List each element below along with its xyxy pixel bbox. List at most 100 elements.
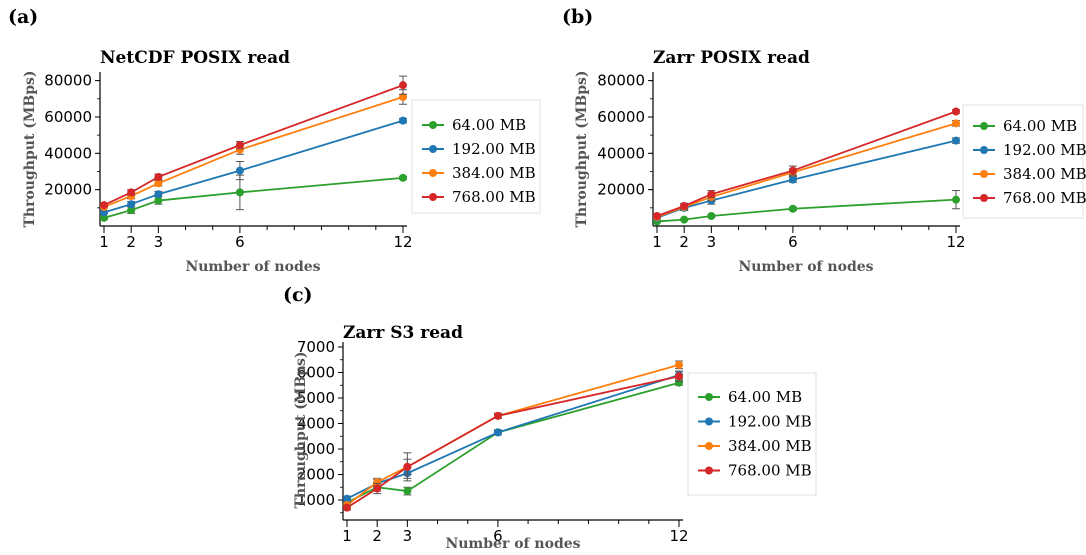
data-point (952, 136, 960, 145)
data-point (952, 195, 960, 204)
legend-label: 768.00 MB (452, 188, 536, 206)
legend-swatch-marker (429, 193, 437, 201)
legend-swatch-marker (980, 122, 988, 130)
y-tick-label: 20000 (597, 181, 645, 199)
legend-swatch-marker (429, 169, 437, 177)
y-axis-label: Throughput (MBps) (22, 70, 38, 227)
y-tick-label: 80000 (597, 72, 645, 90)
data-point (373, 484, 382, 493)
legend-swatch-marker (980, 170, 988, 178)
legend-label: 64.00 MB (1003, 117, 1077, 135)
chart-panel-1: (a) NetCDF POSIX read 20000 40000 60000 80000… (8, 6, 541, 275)
legend-label: 192.00 MB (452, 140, 536, 158)
data-point (680, 215, 689, 224)
x-tick-label: 6 (493, 527, 503, 545)
series-192-00-mb (653, 136, 960, 222)
x-tick-label: 1 (99, 233, 109, 251)
x-axis-label: Number of nodes (185, 259, 320, 275)
x-tick-label: 1 (652, 233, 662, 251)
data-point (403, 462, 412, 471)
legend-swatch-marker (705, 417, 713, 426)
data-point (675, 378, 683, 387)
legend-label: 384.00 MB (1003, 165, 1086, 183)
data-point (235, 188, 244, 197)
y-axis-label: Throughput (MBps) (574, 70, 590, 227)
data-point (788, 204, 797, 213)
data-point (653, 212, 661, 221)
chart-panel-2: (b) Zarr POSIX read 20000 40000 60000 80000 1 2… (562, 6, 1086, 275)
data-point (127, 200, 136, 209)
data-point (343, 503, 351, 512)
data-point (788, 175, 797, 184)
legend-swatch-marker (705, 393, 713, 401)
panel-letter: (a) (8, 6, 38, 28)
series-384-00-mb (653, 119, 960, 221)
y-tick-label: 1000 (297, 491, 335, 509)
y-tick-label: 60000 (44, 108, 92, 126)
x-tick-label: 1 (342, 527, 352, 545)
x-tick-label: 12 (946, 233, 965, 251)
x-tick-label: 12 (393, 233, 412, 251)
legend-swatch-marker (429, 121, 437, 129)
data-point (680, 202, 689, 211)
y-tick-label: 7000 (297, 338, 335, 356)
data-point (399, 92, 407, 101)
data-point (788, 166, 797, 175)
data-point (675, 360, 683, 369)
series-line (656, 139, 957, 219)
chart-title: Zarr S3 read (343, 323, 463, 343)
x-tick-label: 12 (669, 527, 688, 545)
data-point (154, 172, 163, 181)
x-tick-label: 3 (403, 527, 413, 545)
chart-title: NetCDF POSIX read (100, 48, 290, 68)
series-64-00-mb (343, 378, 683, 507)
data-point (154, 190, 163, 199)
legend-swatch-marker (705, 442, 713, 450)
data-point (403, 487, 412, 496)
panel-letter: (c) (283, 284, 313, 306)
y-tick-label: 2000 (297, 466, 335, 484)
series-line (103, 119, 404, 214)
legend-label: 768.00 MB (1003, 189, 1086, 207)
legend-label: 192.00 MB (1003, 141, 1086, 159)
series-384-00-mb (100, 89, 407, 211)
legend-swatch-marker (705, 466, 713, 475)
legend-box (411, 99, 541, 214)
data-point (952, 119, 960, 128)
series-768-00-mb (100, 75, 407, 210)
legend-label: 64.00 MB (452, 116, 526, 134)
y-tick-label: 3000 (297, 440, 335, 458)
data-point (675, 372, 683, 381)
data-point (235, 166, 244, 175)
panel-letter: (b) (562, 6, 593, 28)
data-point (100, 201, 108, 210)
legend-swatch-marker (429, 145, 437, 153)
legend: 64.00 MB 192.00 MB 384.00 MB 768.00 MB (962, 104, 1086, 219)
series-192-00-mb (343, 370, 683, 503)
data-point (707, 190, 716, 199)
y-tick-label: 80000 (44, 72, 92, 90)
series-line (346, 374, 680, 500)
y-tick-label: 60000 (597, 108, 645, 126)
series-384-00-mb (343, 360, 683, 510)
y-tick-label: 4000 (297, 415, 335, 433)
x-tick-label: 3 (707, 233, 717, 251)
data-point (127, 206, 136, 215)
x-tick-label: 2 (679, 233, 689, 251)
legend-swatch-marker (980, 194, 988, 202)
data-point (399, 116, 407, 125)
x-tick-label: 6 (235, 233, 245, 251)
y-tick-label: 6000 (297, 364, 335, 382)
y-tick-label: 5000 (297, 389, 335, 407)
chart-title: Zarr POSIX read (653, 48, 810, 68)
series-line (346, 381, 680, 504)
legend-swatch-marker (980, 146, 988, 154)
data-point (952, 107, 960, 116)
legend: 64.00 MB 192.00 MB 384.00 MB 768.00 MB (687, 372, 817, 496)
series-64-00-mb (653, 190, 960, 226)
data-point (154, 196, 163, 205)
data-point (707, 212, 716, 221)
chart-panel-3: (c) Zarr S3 read 1000 2000 3000 4000 5000 6000 7… (283, 284, 817, 552)
data-point (493, 411, 502, 420)
